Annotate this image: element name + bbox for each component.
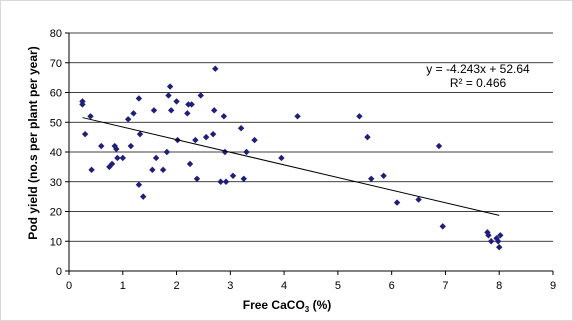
data-point	[278, 154, 285, 162]
data-point	[243, 148, 250, 156]
data-point	[380, 172, 387, 179]
data-point	[229, 172, 237, 179]
data-point	[166, 83, 174, 90]
y-tick-label: 20	[50, 207, 62, 219]
data-point	[130, 110, 137, 117]
data-point	[165, 92, 172, 99]
data-point	[152, 154, 160, 162]
data-point	[240, 175, 247, 182]
y-tick-label: 70	[50, 58, 62, 70]
data-point	[79, 101, 86, 108]
data-point	[184, 110, 191, 117]
x-axis-label-subscript: 3	[305, 305, 310, 314]
data-point	[188, 101, 195, 108]
data-point	[356, 113, 363, 120]
data-point	[393, 199, 401, 206]
x-tick-label: 4	[281, 280, 287, 292]
data-point	[140, 193, 147, 200]
data-point	[485, 232, 492, 239]
data-point	[211, 107, 218, 114]
data-point	[496, 244, 503, 251]
x-tick-label: 9	[550, 280, 556, 292]
data-point	[497, 232, 504, 239]
x-tick-label: 6	[389, 280, 395, 292]
data-point	[364, 133, 371, 141]
data-point	[185, 101, 192, 108]
y-tick-label: 50	[50, 117, 62, 129]
trendline	[82, 117, 500, 216]
y-tick-label: 80	[50, 28, 62, 40]
data-point	[222, 178, 230, 185]
data-point	[127, 142, 135, 150]
data-point	[135, 95, 143, 102]
trendline-equation: y = -4.243x + 52.64	[426, 62, 530, 76]
data-point	[173, 98, 180, 105]
data-points	[79, 65, 504, 251]
data-point	[251, 136, 258, 144]
x-tick-label: 1	[120, 280, 126, 292]
data-point	[167, 107, 175, 114]
data-point	[435, 142, 443, 150]
data-point	[113, 145, 120, 153]
data-point	[368, 175, 375, 182]
data-point	[108, 160, 116, 168]
data-point	[197, 92, 204, 99]
data-point	[81, 130, 89, 138]
data-point	[159, 166, 167, 174]
data-point	[88, 166, 95, 174]
x-tick-labels: 0 1 2 3 4 5 6 7 8 9	[66, 280, 556, 292]
gridlines	[69, 32, 553, 242]
data-point	[209, 130, 217, 138]
x-tick-label: 2	[173, 280, 179, 292]
axes	[65, 32, 554, 275]
data-point	[136, 130, 144, 138]
y-tick-label: 30	[50, 177, 62, 189]
y-tick-label: 10	[50, 236, 62, 248]
data-point	[237, 125, 245, 132]
data-point	[415, 196, 422, 203]
data-point	[163, 148, 171, 156]
data-point	[87, 113, 94, 120]
data-point	[294, 113, 301, 120]
y-tick-label: 0	[56, 266, 62, 278]
y-tick-labels: 0 10 20 30 40 50 60 70 80	[50, 28, 62, 278]
y-tick-label: 60	[50, 88, 62, 100]
data-point	[494, 238, 502, 245]
data-point	[124, 116, 132, 123]
data-point	[106, 163, 113, 171]
data-point	[135, 181, 143, 188]
x-tick-label: 3	[227, 280, 233, 292]
data-point	[186, 160, 194, 168]
data-point	[150, 107, 158, 114]
data-point	[487, 238, 495, 245]
data-point	[98, 142, 105, 150]
x-axis-label: Free CaCO3 (%)	[243, 298, 331, 314]
data-point	[119, 154, 126, 162]
data-point	[114, 154, 121, 162]
data-point	[212, 65, 219, 72]
x-tick-label: 7	[442, 280, 448, 292]
x-axis-label-tail: (%)	[309, 298, 331, 312]
y-tick-label: 40	[50, 147, 62, 159]
x-axis-label-main: Free CaCO	[243, 298, 305, 312]
data-point	[439, 223, 446, 230]
trendline-r-squared: R² = 0.466	[450, 76, 507, 90]
data-point	[192, 136, 199, 144]
y-axis-label: Pod yield (no.s per plant per year)	[26, 46, 40, 239]
data-point	[220, 113, 228, 120]
data-point	[193, 175, 201, 182]
x-tick-label: 5	[335, 280, 341, 292]
data-point	[217, 178, 224, 185]
x-tick-label: 0	[66, 280, 72, 292]
data-point	[202, 133, 210, 141]
x-tick-label: 8	[496, 280, 502, 292]
data-point	[149, 166, 156, 174]
